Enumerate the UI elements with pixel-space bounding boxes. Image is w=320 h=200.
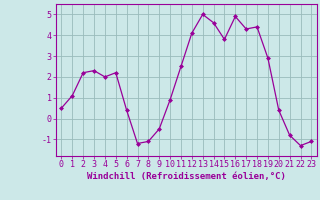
- X-axis label: Windchill (Refroidissement éolien,°C): Windchill (Refroidissement éolien,°C): [87, 172, 286, 181]
